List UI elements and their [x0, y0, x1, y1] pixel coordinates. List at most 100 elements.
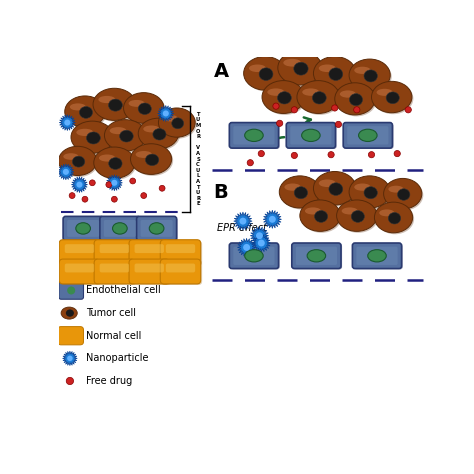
Ellipse shape: [249, 64, 266, 72]
Ellipse shape: [279, 52, 323, 86]
FancyBboxPatch shape: [130, 241, 171, 265]
Ellipse shape: [313, 172, 356, 205]
Circle shape: [239, 218, 246, 225]
Ellipse shape: [71, 121, 114, 153]
Ellipse shape: [80, 107, 92, 118]
FancyBboxPatch shape: [63, 216, 103, 240]
FancyBboxPatch shape: [135, 244, 164, 253]
FancyBboxPatch shape: [229, 123, 279, 148]
Circle shape: [141, 192, 146, 199]
Circle shape: [368, 152, 374, 158]
FancyBboxPatch shape: [129, 259, 170, 284]
Ellipse shape: [301, 201, 342, 233]
FancyBboxPatch shape: [347, 126, 388, 145]
FancyBboxPatch shape: [160, 240, 201, 264]
Ellipse shape: [337, 200, 377, 231]
Ellipse shape: [146, 154, 159, 165]
Ellipse shape: [143, 126, 159, 132]
Ellipse shape: [340, 91, 356, 98]
Circle shape: [163, 110, 169, 117]
Ellipse shape: [364, 70, 377, 82]
FancyBboxPatch shape: [356, 246, 398, 265]
FancyBboxPatch shape: [162, 260, 202, 285]
Polygon shape: [250, 227, 269, 245]
Ellipse shape: [349, 59, 390, 91]
Ellipse shape: [319, 64, 336, 72]
FancyBboxPatch shape: [59, 282, 83, 299]
Circle shape: [63, 169, 69, 175]
FancyBboxPatch shape: [296, 246, 337, 265]
Ellipse shape: [385, 180, 423, 210]
Circle shape: [328, 152, 334, 158]
Ellipse shape: [136, 151, 152, 158]
Circle shape: [64, 119, 71, 126]
Ellipse shape: [388, 186, 404, 192]
Ellipse shape: [267, 89, 284, 96]
Ellipse shape: [160, 109, 197, 138]
FancyBboxPatch shape: [96, 260, 136, 285]
Ellipse shape: [338, 201, 378, 233]
FancyBboxPatch shape: [130, 260, 171, 285]
FancyBboxPatch shape: [104, 220, 136, 237]
FancyBboxPatch shape: [137, 216, 177, 240]
Ellipse shape: [65, 96, 105, 128]
Circle shape: [76, 182, 82, 188]
FancyBboxPatch shape: [345, 124, 393, 149]
Ellipse shape: [138, 103, 151, 115]
Ellipse shape: [132, 145, 173, 176]
Polygon shape: [72, 177, 88, 192]
Ellipse shape: [319, 180, 336, 187]
Circle shape: [332, 105, 338, 111]
Text: T
U
M
O
R
 
V
A
S
C
U
L
A
T
U
R
E: T U M O R V A S C U L A T U R E: [195, 112, 201, 206]
Text: B: B: [213, 183, 228, 202]
FancyBboxPatch shape: [102, 218, 141, 241]
FancyBboxPatch shape: [59, 240, 100, 264]
Circle shape: [247, 160, 254, 166]
Polygon shape: [237, 238, 256, 256]
Ellipse shape: [99, 96, 115, 103]
Ellipse shape: [335, 83, 375, 115]
Polygon shape: [58, 164, 74, 180]
Circle shape: [111, 196, 117, 202]
Circle shape: [291, 107, 298, 113]
Ellipse shape: [301, 129, 320, 141]
Ellipse shape: [329, 183, 343, 195]
Ellipse shape: [99, 155, 115, 162]
Ellipse shape: [119, 130, 133, 142]
Ellipse shape: [106, 121, 148, 153]
Text: EPR effect: EPR effect: [217, 223, 267, 233]
Ellipse shape: [76, 129, 93, 136]
FancyBboxPatch shape: [58, 327, 83, 345]
Ellipse shape: [130, 144, 172, 174]
Polygon shape: [63, 351, 77, 365]
FancyBboxPatch shape: [354, 245, 403, 269]
Circle shape: [90, 180, 95, 186]
Polygon shape: [263, 210, 282, 228]
Ellipse shape: [278, 51, 322, 85]
Circle shape: [243, 244, 250, 251]
Ellipse shape: [297, 81, 339, 113]
FancyBboxPatch shape: [293, 245, 342, 269]
Ellipse shape: [124, 92, 164, 123]
Ellipse shape: [329, 68, 343, 81]
FancyBboxPatch shape: [166, 244, 195, 253]
Ellipse shape: [76, 223, 91, 234]
Circle shape: [256, 232, 263, 239]
Ellipse shape: [66, 310, 74, 317]
Ellipse shape: [94, 147, 135, 178]
Ellipse shape: [364, 187, 377, 199]
Ellipse shape: [58, 146, 97, 175]
Circle shape: [273, 103, 279, 109]
Ellipse shape: [376, 89, 393, 96]
FancyBboxPatch shape: [61, 260, 101, 285]
FancyBboxPatch shape: [166, 264, 195, 273]
Ellipse shape: [70, 103, 86, 110]
Ellipse shape: [60, 148, 98, 177]
Ellipse shape: [245, 129, 263, 141]
Text: Normal cell: Normal cell: [86, 331, 141, 341]
Circle shape: [258, 151, 264, 157]
FancyBboxPatch shape: [65, 244, 94, 253]
Ellipse shape: [104, 119, 146, 151]
Ellipse shape: [351, 61, 392, 92]
Ellipse shape: [294, 62, 308, 75]
